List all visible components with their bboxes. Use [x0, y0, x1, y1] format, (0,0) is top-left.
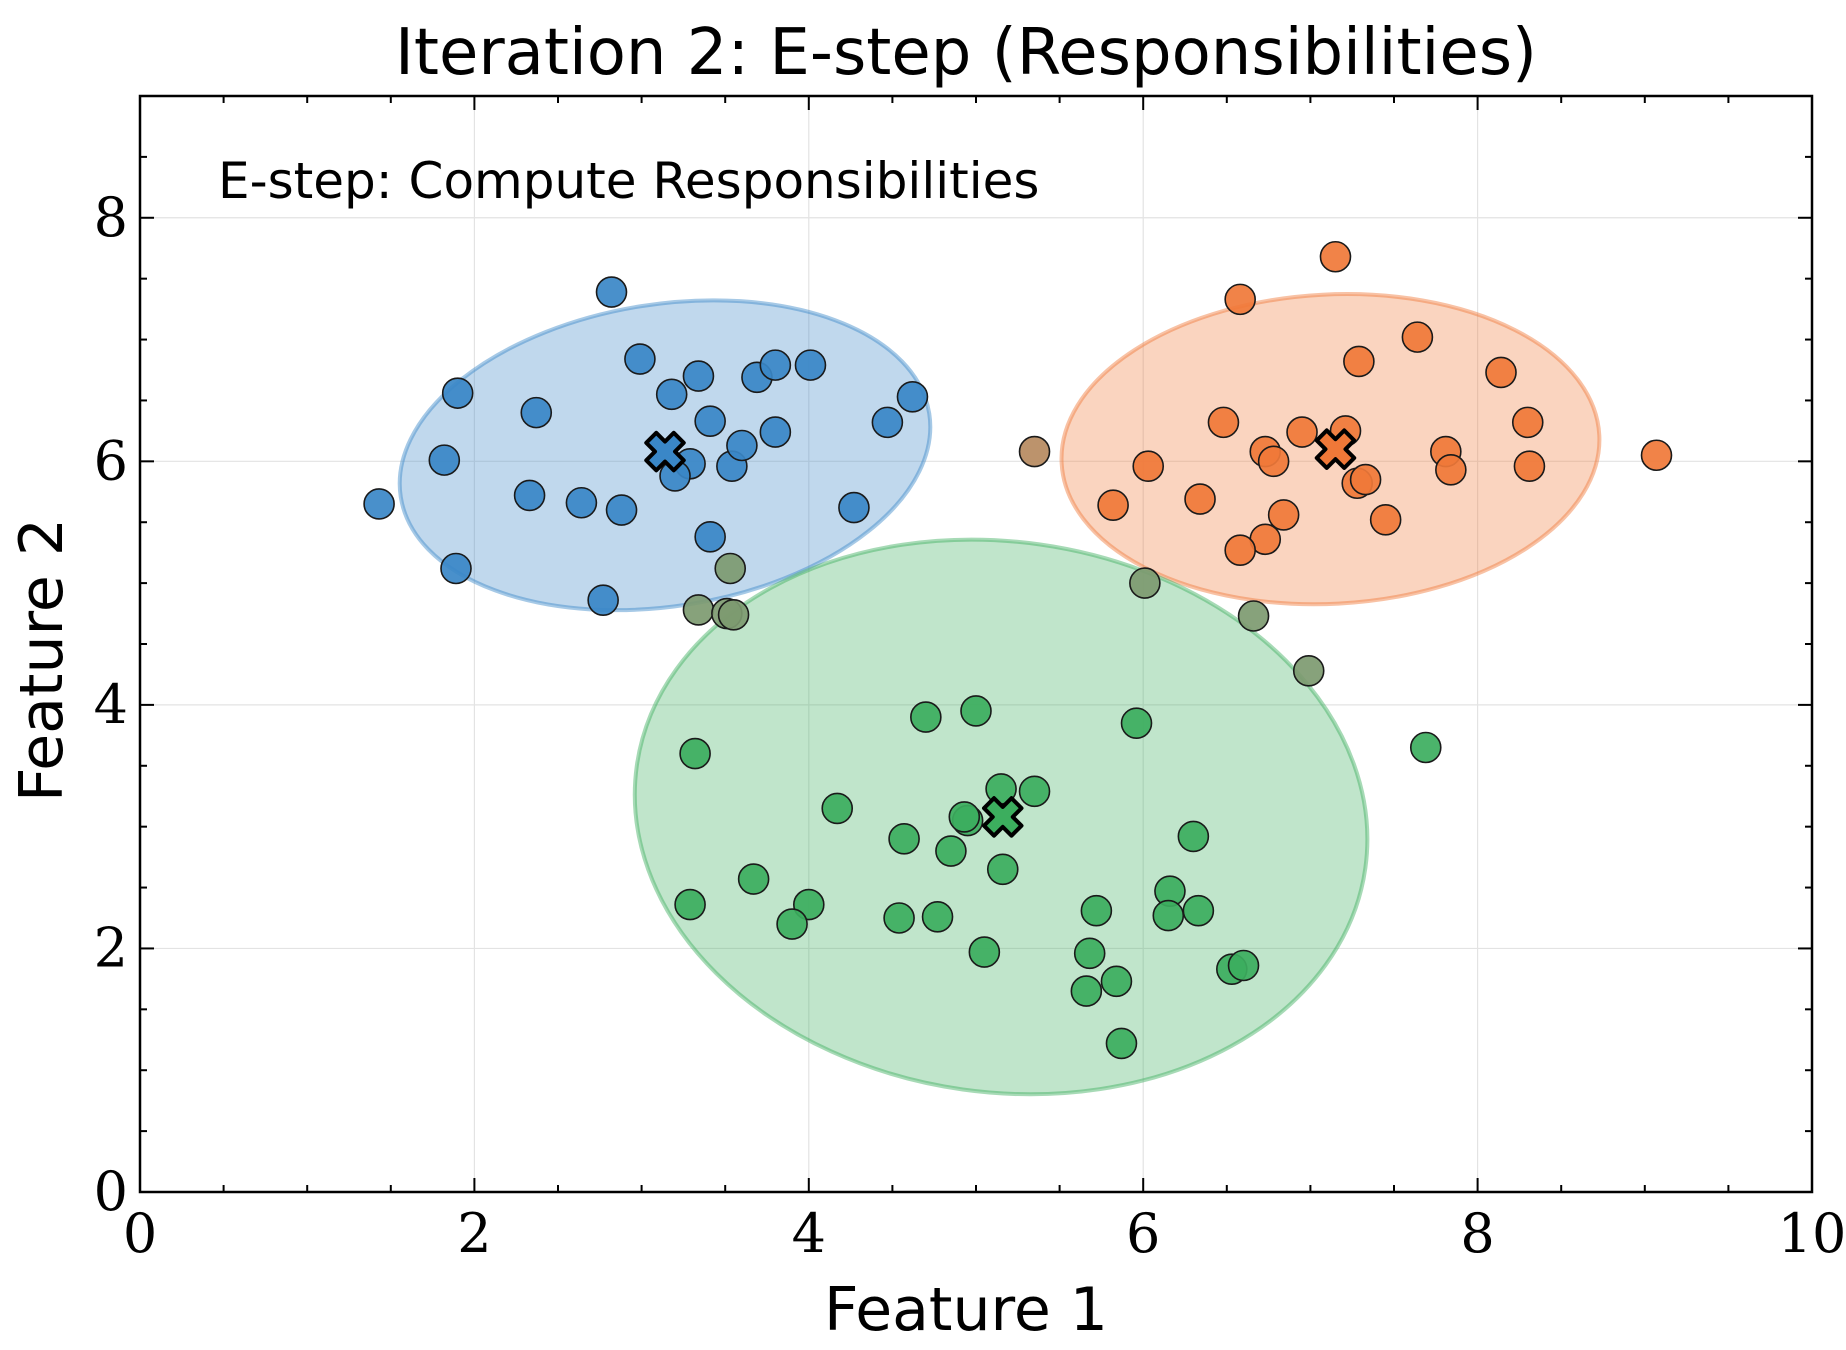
- centroid-marker: [644, 430, 686, 473]
- data-point: [759, 349, 792, 381]
- data-point: [682, 594, 715, 626]
- data-point: [1286, 416, 1318, 448]
- y-tick-label: 8: [94, 186, 128, 249]
- data-point: [565, 486, 598, 519]
- cluster-ellipses: [397, 292, 1602, 1097]
- data-point: [794, 349, 827, 381]
- data-point: [682, 360, 715, 392]
- data-point: [1097, 489, 1129, 521]
- data-point: [1182, 894, 1215, 927]
- data-point: [717, 598, 750, 631]
- data-point: [1073, 937, 1106, 970]
- data-point: [838, 491, 870, 524]
- x-tick-label: 6: [1126, 1202, 1160, 1265]
- data-point: [883, 902, 915, 934]
- data-point: [1184, 483, 1216, 515]
- data-point: [1511, 406, 1544, 439]
- data-point: [896, 380, 929, 413]
- data-point: [595, 276, 628, 308]
- data-point: [1207, 406, 1240, 439]
- data-point: [1177, 820, 1210, 853]
- data-point: [1267, 499, 1300, 531]
- data-point: [1105, 1027, 1138, 1060]
- data-point: [921, 900, 954, 933]
- x-tick-label: 10: [1778, 1202, 1846, 1265]
- x-tick-label: 8: [1460, 1202, 1494, 1265]
- data-point: [910, 701, 942, 733]
- x-axis-label: Feature 1: [824, 1275, 1108, 1345]
- data-point: [513, 479, 546, 512]
- data-point: [1292, 654, 1325, 687]
- annotation-text: E-step: Compute Responsibilities: [218, 152, 1039, 210]
- x-tick-label: 0: [123, 1202, 157, 1265]
- data-point: [1401, 321, 1434, 353]
- data-point: [759, 416, 792, 448]
- data-point: [1224, 534, 1256, 567]
- data-point: [1224, 283, 1256, 316]
- y-tick-label: 6: [94, 429, 128, 492]
- data-point: [1485, 356, 1517, 389]
- data-point: [1227, 949, 1260, 982]
- data-point: [1018, 775, 1051, 808]
- data-point: [1070, 975, 1103, 1007]
- data-point: [1120, 707, 1153, 739]
- data-point: [679, 737, 711, 770]
- data-point: [363, 488, 395, 520]
- data-point: [821, 792, 854, 825]
- data-point: [871, 406, 904, 439]
- data-point: [776, 908, 808, 940]
- y-tick-label: 2: [94, 916, 128, 979]
- data-point: [726, 429, 758, 462]
- centroid-marker: [982, 796, 1024, 838]
- data-point: [440, 552, 472, 585]
- data-point: [935, 835, 967, 867]
- cluster-centroids: [644, 428, 1357, 838]
- y-axis-label: Feature 2: [7, 518, 77, 802]
- data-point: [587, 584, 619, 616]
- data-point: [1080, 894, 1113, 927]
- data-point: [520, 396, 553, 429]
- data-point: [1349, 463, 1382, 496]
- data-point: [1152, 899, 1185, 932]
- data-point: [714, 552, 747, 585]
- centroid-marker: [1314, 428, 1357, 470]
- data-point: [1343, 345, 1375, 378]
- chart-title: Iteration 2: E-step (Responsibilities): [395, 16, 1537, 90]
- data-point: [694, 405, 726, 437]
- data-point: [1257, 445, 1290, 478]
- data-point: [1369, 503, 1402, 536]
- data-point: [441, 377, 474, 409]
- axis-ticks: [139, 95, 1813, 1193]
- data-point: [968, 936, 1001, 968]
- data-point: [1129, 567, 1161, 599]
- data-point: [986, 853, 1019, 886]
- data-point: [948, 801, 981, 833]
- data-point: [1513, 450, 1546, 483]
- x-tick-label: 2: [457, 1202, 491, 1265]
- data-point: [694, 521, 726, 553]
- data-point: [888, 823, 920, 855]
- data-point: [1237, 600, 1270, 632]
- data-point: [1100, 965, 1133, 998]
- data-point: [1319, 240, 1352, 273]
- tick-labels: 0 2 4 6 8 10 0 2 4 6 8: [94, 186, 1846, 1265]
- data-point: [605, 494, 638, 526]
- data-point: [674, 888, 706, 921]
- data-point: [1435, 454, 1467, 486]
- data-point: [1132, 450, 1165, 483]
- data-point: [428, 444, 461, 476]
- data-point: [1018, 435, 1051, 468]
- x-tick-label: 4: [792, 1202, 826, 1265]
- data-point: [1640, 439, 1673, 472]
- data-point: [1409, 731, 1442, 764]
- data-point: [624, 343, 656, 375]
- data-point: [655, 378, 688, 411]
- y-tick-label: 4: [94, 673, 128, 736]
- y-tick-label: 0: [94, 1160, 128, 1223]
- data-point: [960, 695, 992, 727]
- data-point: [737, 863, 770, 895]
